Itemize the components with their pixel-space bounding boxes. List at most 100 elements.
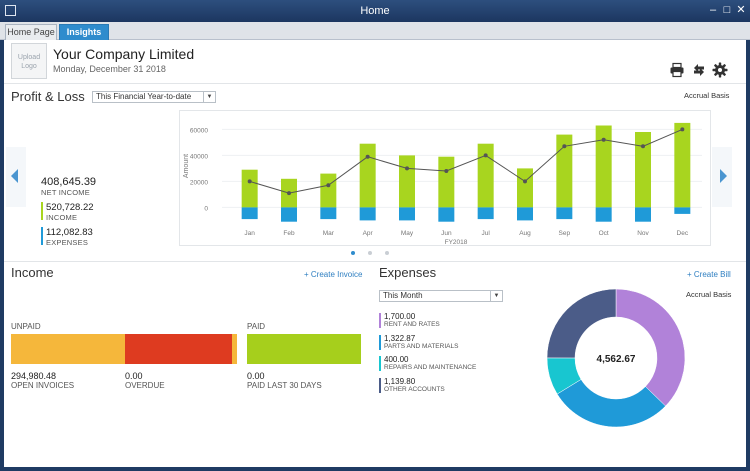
expenses-period-select[interactable]: This Month ▼ xyxy=(379,290,503,302)
income-bar xyxy=(517,168,533,208)
net-income-point xyxy=(405,166,409,171)
donut-slice-other xyxy=(546,288,617,359)
expenses-bar xyxy=(556,207,573,220)
maximize-icon[interactable]: □ xyxy=(723,4,731,16)
net-income-point xyxy=(523,179,527,184)
expenses-total: 4,562.67 xyxy=(597,354,636,365)
header-divider xyxy=(4,83,746,84)
x-tick-label: Nov xyxy=(637,230,649,237)
legend-label-repairs: REPAIRS AND MAINTENANCE xyxy=(384,364,477,371)
legend-label-parts: PARTS AND MATERIALS xyxy=(384,343,459,350)
chevron-down-icon: ▼ xyxy=(490,291,502,301)
create-invoice-link[interactable]: + Create Invoice xyxy=(304,270,363,279)
x-axis-label: FY2018 xyxy=(445,239,468,246)
previous-panel-button[interactable] xyxy=(6,147,26,207)
expenses-bar xyxy=(674,207,691,214)
expenses-donut-chart: 4,562.67 xyxy=(546,288,686,428)
legend-value-repairs: 400.00 xyxy=(384,355,409,364)
donut-slice-rent xyxy=(615,288,686,407)
profit-loss-period-value: This Financial Year-to-date xyxy=(96,92,192,101)
paid-last-30-days-label: PAID LAST 30 DAYS xyxy=(247,381,322,390)
upload-logo-button[interactable]: Upload Logo xyxy=(11,43,47,79)
net-income-line xyxy=(249,128,683,194)
unpaid-remainder-segment xyxy=(232,334,237,364)
refresh-icon[interactable] xyxy=(691,62,707,78)
expenses-bar xyxy=(595,207,612,222)
carousel-dot-2[interactable] xyxy=(368,251,372,255)
net-income-point xyxy=(483,153,488,158)
net-income-point xyxy=(287,191,291,196)
window-menu-icon[interactable] xyxy=(5,5,16,16)
legend-color-other xyxy=(379,378,381,393)
net-income-point xyxy=(562,144,567,149)
open-invoices-label: OPEN INVOICES xyxy=(11,381,75,390)
tab-insights[interactable]: Insights xyxy=(59,24,109,40)
report-date: Monday, December 31 2018 xyxy=(53,64,166,74)
x-tick-label: Oct xyxy=(599,230,609,237)
tab-home-page[interactable]: Home Page xyxy=(5,24,57,40)
y-axis-label: Amount xyxy=(183,154,190,178)
create-bill-link[interactable]: + Create Bill xyxy=(687,270,731,279)
legend-value-parts: 1,322.87 xyxy=(384,334,416,343)
next-panel-button[interactable] xyxy=(712,147,732,207)
net-income-label: NET INCOME xyxy=(41,188,90,197)
income-bar xyxy=(595,125,612,208)
paid-value: 0.00 xyxy=(247,371,265,381)
income-bar xyxy=(635,132,651,208)
expenses-color-marker xyxy=(41,227,43,245)
expenses-bar xyxy=(517,207,533,221)
income-bar xyxy=(438,156,455,208)
profit-loss-period-select[interactable]: This Financial Year-to-date ▼ xyxy=(92,91,216,103)
y-tick-label: 40000 xyxy=(190,153,208,160)
net-income-point xyxy=(365,154,370,159)
x-tick-label: Sep xyxy=(559,230,571,237)
unpaid-label: UNPAID xyxy=(11,322,41,331)
legend-color-parts xyxy=(379,335,381,350)
legend-value-rent: 1,700.00 xyxy=(384,312,416,321)
income-color-marker xyxy=(41,202,43,220)
x-tick-label: Feb xyxy=(283,230,295,237)
expenses-basis: Accrual Basis xyxy=(686,290,732,299)
carousel-dot-3[interactable] xyxy=(385,251,389,255)
net-income-point xyxy=(601,137,606,142)
net-income-point xyxy=(326,183,331,188)
unpaid-bar[interactable] xyxy=(11,334,240,364)
x-tick-label: Jul xyxy=(482,230,491,237)
x-tick-label: Jun xyxy=(441,230,452,237)
close-icon[interactable]: ✕ xyxy=(736,4,746,16)
paid-bar[interactable] xyxy=(247,334,361,364)
open-invoices-value: 294,980.48 xyxy=(11,371,57,381)
carousel-dot-1[interactable] xyxy=(351,251,355,255)
x-tick-label: Mar xyxy=(323,230,335,237)
open-invoices-segment[interactable] xyxy=(11,334,125,364)
overdue-segment[interactable] xyxy=(125,334,232,364)
income-title: Income xyxy=(11,265,54,280)
expenses-bar xyxy=(399,207,415,221)
income-bar xyxy=(556,134,573,208)
section-divider xyxy=(4,261,746,262)
expenses-bar xyxy=(241,207,258,220)
expenses-bar xyxy=(477,207,494,220)
income-bar xyxy=(477,143,494,208)
legend-label-rent: RENT AND RATES xyxy=(384,321,440,328)
window-titlebar: Home – □ ✕ xyxy=(0,0,750,22)
x-tick-label: Aug xyxy=(519,230,531,237)
expenses-bar xyxy=(281,207,297,222)
income-bar xyxy=(399,155,415,208)
x-tick-label: Dec xyxy=(677,230,689,237)
expenses-bar xyxy=(635,207,651,222)
y-tick-label: 0 xyxy=(204,205,208,212)
minimize-icon[interactable]: – xyxy=(709,4,717,16)
legend-color-rent xyxy=(379,313,381,328)
gear-icon[interactable] xyxy=(712,62,728,78)
chevron-down-icon: ▼ xyxy=(203,92,215,102)
income-bar xyxy=(674,122,691,208)
expenses-bar xyxy=(438,207,455,222)
expenses-bar xyxy=(359,207,376,221)
profit-loss-title: Profit & Loss xyxy=(11,89,85,104)
income-value: 520,728.22 xyxy=(46,202,94,213)
income-bar xyxy=(320,173,337,208)
expenses-bar xyxy=(320,207,337,220)
print-icon[interactable] xyxy=(669,62,685,78)
expenses-label: EXPENSES xyxy=(46,238,89,247)
